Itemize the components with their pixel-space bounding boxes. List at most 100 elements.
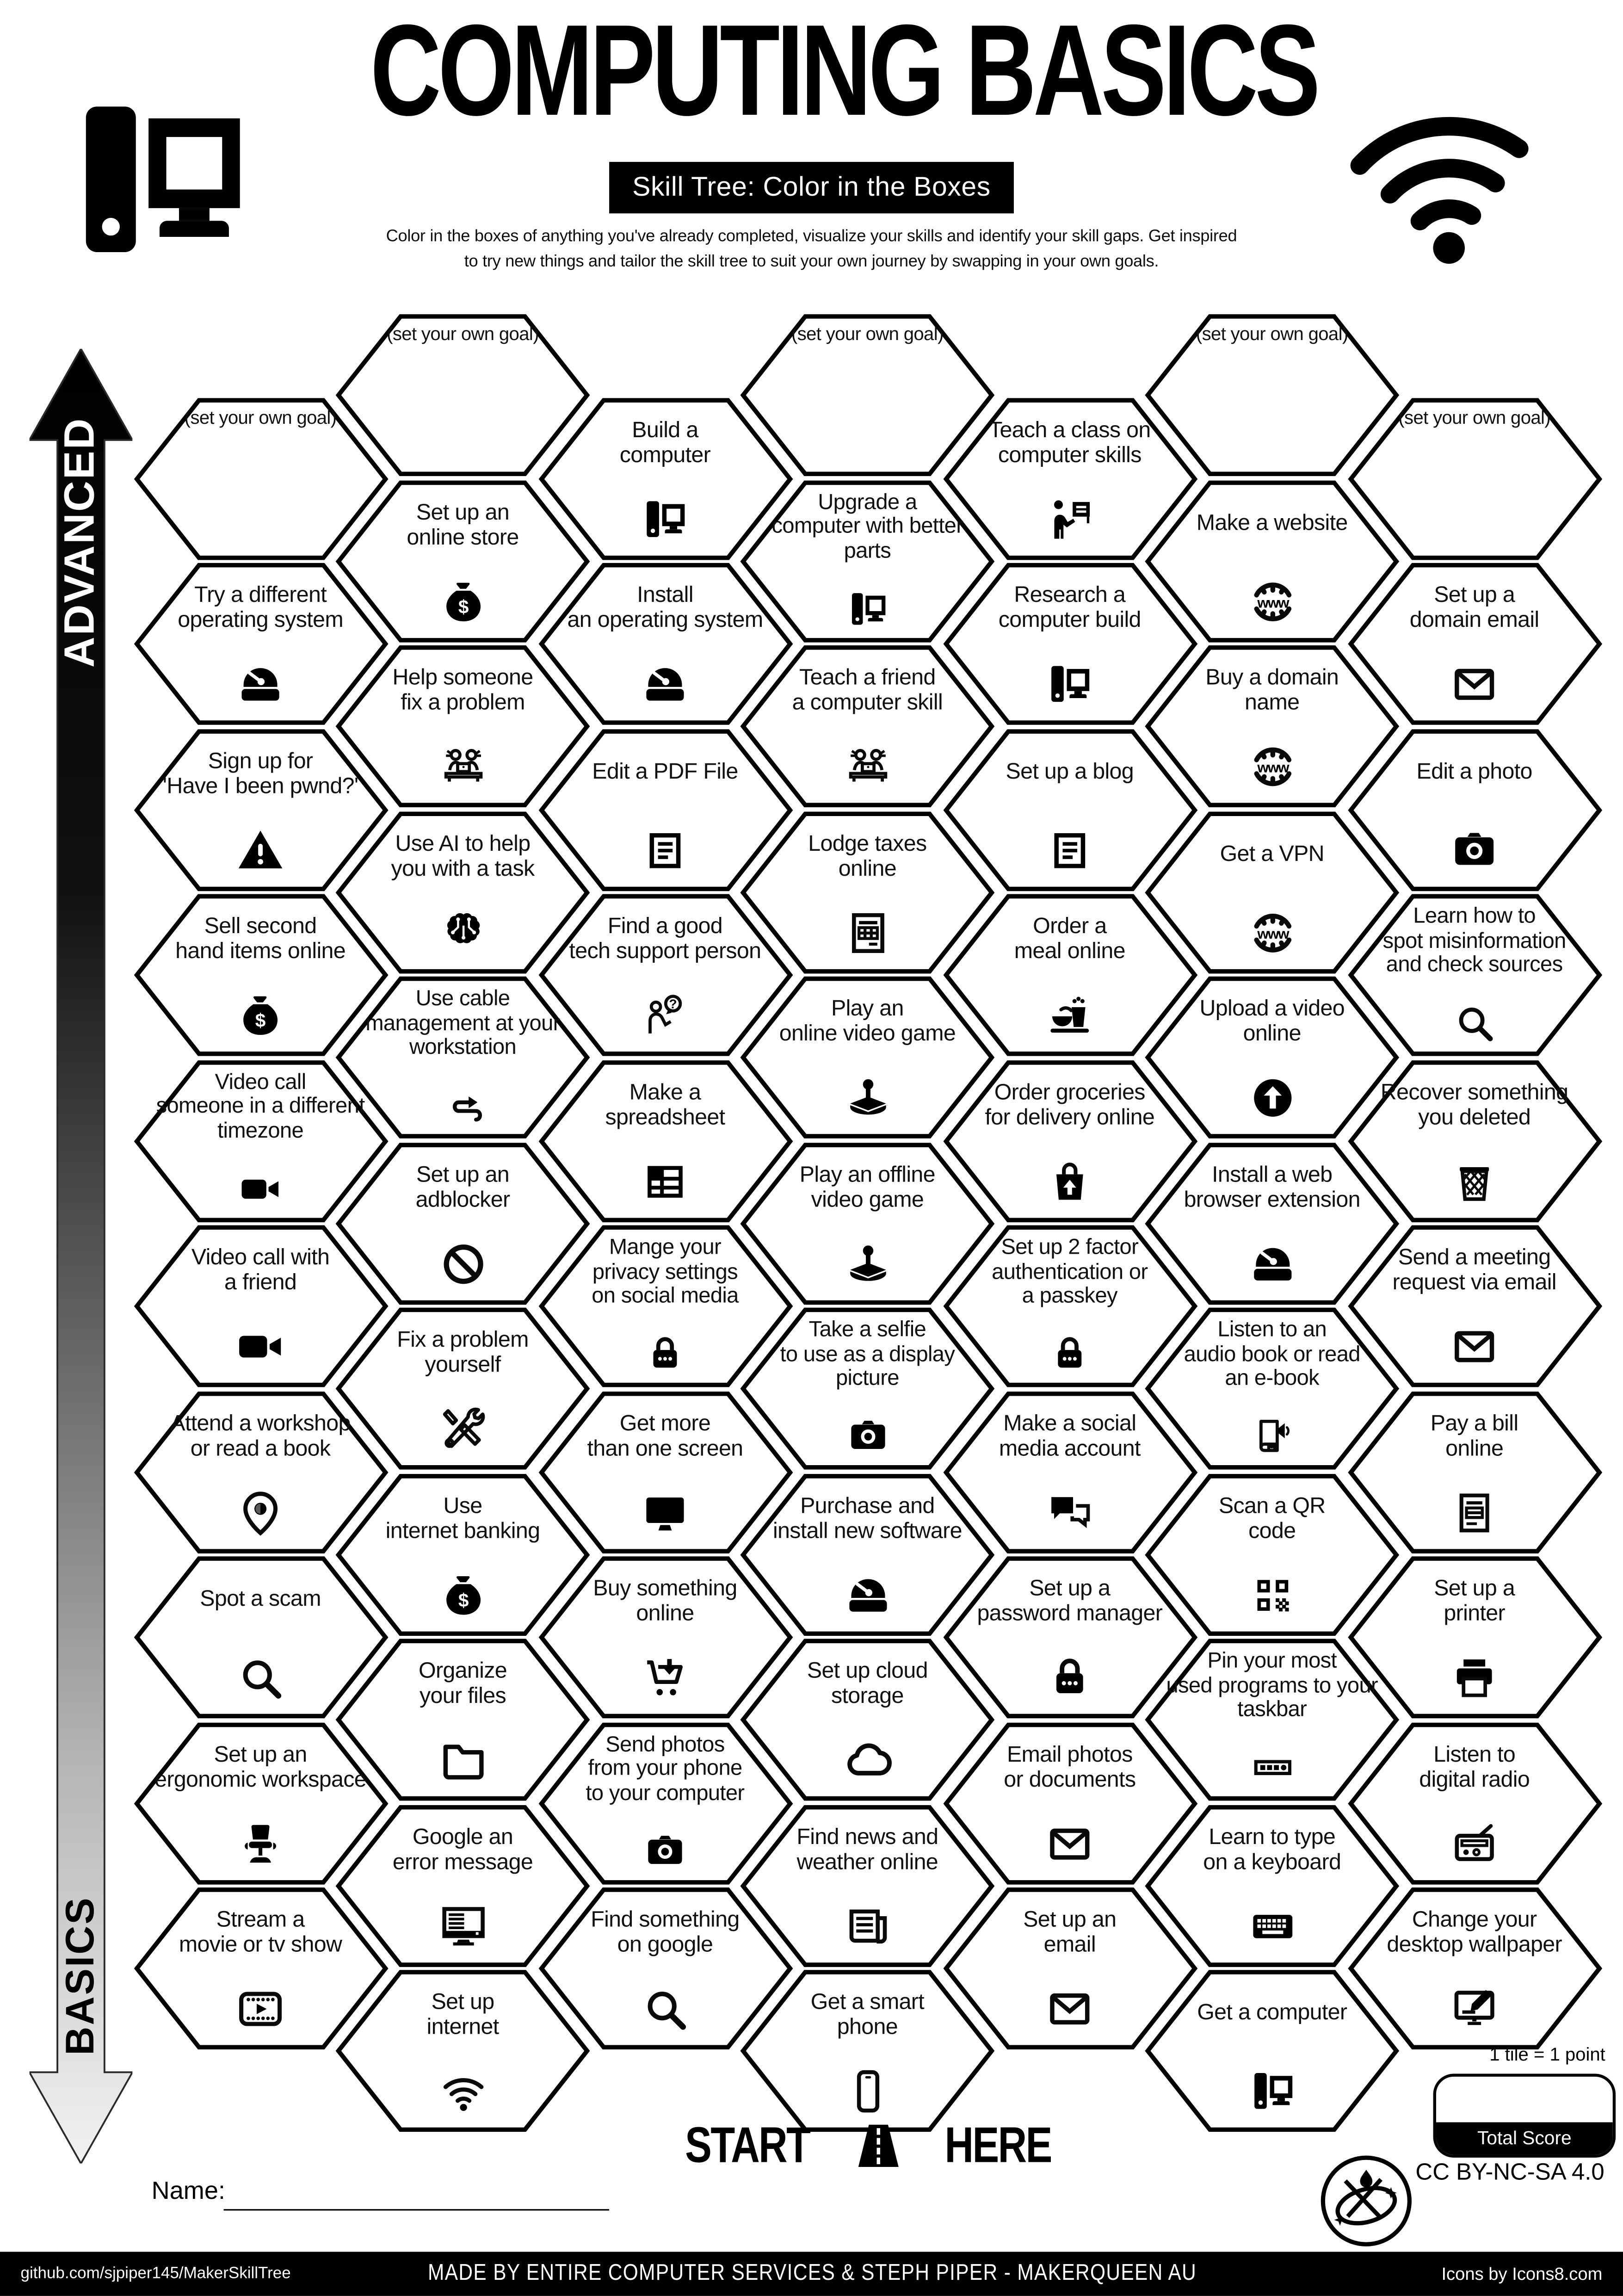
svg-text:www: www — [1256, 594, 1289, 610]
hex-tile-recover-something-you-deleted[interactable]: Recover something you deleted — [1347, 1059, 1602, 1222]
hex-tile-spot-a-scam[interactable]: Spot a scam — [133, 1556, 388, 1719]
hex-tile-upgrade-a-computer-with-better-parts[interactable]: Upgrade a computer with better parts — [740, 480, 995, 642]
hex-tile-teach-a-class-on-computer-skills[interactable]: Teach a class on computer skills — [942, 397, 1197, 559]
hex-tile-get-more-than-one-screen[interactable]: Get more than one screen — [538, 1391, 792, 1553]
hex-tile-use-cable-management-at-your-workstation[interactable]: Use cable management at your workstation — [335, 976, 590, 1139]
hex-tile-attend-a-workshop-or-read-a-book[interactable]: Attend a workshop or read a book — [133, 1391, 388, 1553]
hex-tile-install-a-web-browser-extension[interactable]: Install a web browser extension — [1145, 1142, 1400, 1304]
film-play-icon — [235, 1984, 285, 2034]
hex-tile-get-a-computer[interactable]: Get a computer — [1145, 1970, 1400, 2132]
total-score-box[interactable]: Total Score — [1433, 2073, 1616, 2158]
hex-tile-make-a-spreadsheet[interactable]: Make a spreadsheet — [538, 1059, 792, 1222]
name-input-line[interactable] — [223, 2209, 610, 2211]
hex-tile-label: Attend a workshop or read a book — [170, 1411, 351, 1461]
hex-tile-get-a-smart-phone[interactable]: Get a smart phone — [740, 1970, 995, 2132]
hex-tile-label: Change your desktop wallpaper — [1387, 1907, 1562, 1958]
hex-tile-set-your-own-goal[interactable]: (set your own goal) — [740, 314, 995, 477]
hex-tile-sell-second-hand-items-online[interactable]: Sell second hand items online $ — [133, 894, 388, 1056]
hex-tile-set-up-a-blog[interactable]: Set up a blog — [942, 728, 1197, 891]
grocery-bag-icon — [1045, 1156, 1095, 1206]
hex-tile-listen-to-an-audio-book-or-read-an-e-book[interactable]: Listen to an audio book or read an e-boo… — [1145, 1307, 1400, 1470]
hex-tile-label: Find a good tech support person — [569, 914, 761, 965]
hex-tile-install-an-operating-system[interactable]: Install an operating system — [538, 563, 792, 725]
envelope-icon — [1045, 1984, 1095, 2034]
hex-tile-set-up-2-factor-authentication-or-a-passke[interactable]: Set up 2 factor authentication or a pass… — [942, 1225, 1197, 1387]
hex-tile-set-up-an-email[interactable]: Set up an email — [942, 1888, 1197, 2049]
hex-tile-send-photos-from-your-phone-to-your-comput[interactable]: Send photos from your phone to your comp… — [538, 1722, 792, 1884]
hex-tile-buy-a-domain-name[interactable]: Buy a domain name www — [1145, 645, 1400, 807]
hex-tile-label: Buy a domain name — [1205, 665, 1339, 716]
hex-tile-buy-something-online[interactable]: Buy something online — [538, 1556, 792, 1719]
hex-tile-send-a-meeting-request-via-email[interactable]: Send a meeting request via email — [1347, 1225, 1602, 1387]
hex-tile-pin-your-most-used-programs-to-your-taskba[interactable]: Pin your most used programs to your task… — [1145, 1639, 1400, 1801]
footer-icons-credit[interactable]: Icons by Icons8.com — [1441, 2263, 1603, 2284]
hex-tile-change-your-desktop-wallpaper[interactable]: Change your desktop wallpaper — [1347, 1888, 1602, 2049]
hex-tile-set-up-an-ergonomic-workspace[interactable]: Set up an ergonomic workspace — [133, 1722, 388, 1884]
hexagon-outline — [133, 397, 388, 559]
hex-tile-use-ai-to-help-you-with-a-task[interactable]: Use AI to help you with a task — [335, 811, 590, 973]
hexagon-outline — [1145, 1473, 1400, 1635]
hex-tile-take-a-selfie-to-use-as-a-display-picture[interactable]: Take a selfie to use as a display pictur… — [740, 1307, 995, 1470]
hex-tile-set-up-a-domain-email[interactable]: Set up a domain email — [1347, 563, 1602, 725]
hex-tile-try-a-different-operating-system[interactable]: Try a different operating system — [133, 563, 388, 725]
desktop-computer-icon — [1045, 659, 1095, 709]
hexagon-outline — [133, 728, 388, 891]
hex-tile-find-news-and-weather-online[interactable]: Find news and weather online — [740, 1804, 995, 1967]
hex-tile-find-a-good-tech-support-person[interactable]: Find a good tech support person? — [538, 894, 792, 1056]
hex-tile-label: Build a computer — [619, 417, 711, 468]
hex-tile-teach-a-friend-a-computer-skill[interactable]: Teach a friend a computer skill — [740, 645, 995, 807]
hex-tile-edit-a-pdf-file[interactable]: Edit a PDF File — [538, 728, 792, 891]
hex-tile-set-up-a-printer[interactable]: Set up a printer — [1347, 1556, 1602, 1719]
hex-tile-build-a-computer[interactable]: Build a computer — [538, 397, 792, 559]
hex-tile-order-a-meal-online[interactable]: Order a meal online — [942, 894, 1197, 1056]
hex-tile-scan-a-qr-code[interactable]: Scan a QR code — [1145, 1473, 1400, 1635]
hex-tile-set-your-own-goal[interactable]: (set your own goal) — [1145, 314, 1400, 477]
hex-tile-upload-a-video-online[interactable]: Upload a video online — [1145, 976, 1400, 1139]
hex-tile-make-a-website[interactable]: Make a website www — [1145, 480, 1400, 642]
hex-tile-set-up-internet[interactable]: Set up internet — [335, 1970, 590, 2132]
hex-tile-stream-a-movie-or-tv-show[interactable]: Stream a movie or tv show — [133, 1888, 388, 2049]
hex-tile-find-something-on-google[interactable]: Find something on google — [538, 1888, 792, 2049]
www-globe-icon: www — [1247, 907, 1297, 957]
hex-tile-organize-your-files[interactable]: Organize your files — [335, 1639, 590, 1801]
hex-tile-purchase-and-install-new-software[interactable]: Purchase and install new software — [740, 1473, 995, 1635]
hex-tile-set-up-an-adblocker[interactable]: Set up an adblocker — [335, 1142, 590, 1304]
hex-tile-video-call-with-a-friend[interactable]: Video call with a friend — [133, 1225, 388, 1387]
hex-tile-use-internet-banking[interactable]: Use internet banking $ — [335, 1473, 590, 1635]
axis-basics-label: BASICS — [58, 1895, 103, 2055]
hex-tile-help-someone-fix-a-problem[interactable]: Help someone fix a problem — [335, 645, 590, 807]
hex-tile-label: Set up an email — [1023, 1907, 1117, 1958]
money-bag-icon: $ — [235, 990, 285, 1040]
hex-tile-get-a-vpn[interactable]: Get a VPN www — [1145, 811, 1400, 973]
hex-tile-video-call-someone-in-a-different-timezone[interactable]: Video call someone in a different timezo… — [133, 1059, 388, 1222]
hex-tile-email-photos-or-documents[interactable]: Email photos or documents — [942, 1722, 1197, 1884]
hexagon-outline — [1145, 480, 1400, 642]
difficulty-axis-arrow — [29, 348, 133, 2164]
hex-tile-label: Listen to an audio book or read an e-boo… — [1184, 1318, 1361, 1392]
hex-tile-order-groceries-for-delivery-online[interactable]: Order groceries for delivery online — [942, 1059, 1197, 1222]
hex-tile-mange-your-privacy-settings-on-social-medi[interactable]: Mange your privacy settings on social me… — [538, 1225, 792, 1387]
footer-repo-link[interactable]: github.com/sjpiper145/MakerSkillTree — [20, 2265, 291, 2283]
hex-tile-lodge-taxes-online[interactable]: Lodge taxes online — [740, 811, 995, 973]
hex-tile-fix-a-problem-yourself[interactable]: Fix a problem yourself — [335, 1307, 590, 1470]
hex-tile-set-up-cloud-storage[interactable]: Set up cloud storage — [740, 1639, 995, 1801]
hex-tile-play-an-online-video-game[interactable]: Play an online video game — [740, 976, 995, 1139]
hex-tile-set-your-own-goal[interactable]: (set your own goal) — [335, 314, 590, 477]
hex-tile-listen-to-digital-radio[interactable]: Listen to digital radio — [1347, 1722, 1602, 1884]
trash-basket-icon — [1450, 1156, 1500, 1206]
hex-tile-sign-up-for-have-i-been-pwnd[interactable]: Sign up for 'Have I been pwnd?' — [133, 728, 388, 891]
hex-tile-set-up-a-password-manager[interactable]: Set up a password manager — [942, 1556, 1197, 1719]
hexagon-outline — [538, 894, 792, 1056]
hex-tile-set-your-own-goal[interactable]: (set your own goal) — [1347, 397, 1602, 559]
hex-tile-research-a-computer-build[interactable]: Research a computer build — [942, 563, 1197, 725]
hex-tile-learn-to-type-on-a-keyboard[interactable]: Learn to type on a keyboard — [1145, 1804, 1400, 1967]
hex-tile-pay-a-bill-online[interactable]: Pay a bill online — [1347, 1391, 1602, 1553]
hex-tile-edit-a-photo[interactable]: Edit a photo — [1347, 728, 1602, 891]
hex-tile-set-up-an-online-store[interactable]: Set up an online store $ — [335, 480, 590, 642]
hex-tile-make-a-social-media-account[interactable]: Make a social media account — [942, 1391, 1197, 1553]
hex-tile-play-an-offline-video-game[interactable]: Play an offline video game — [740, 1142, 995, 1304]
hexagon-outline — [1347, 894, 1602, 1056]
hex-tile-google-an-error-message[interactable]: Google an error message — [335, 1804, 590, 1967]
hex-tile-set-your-own-goal[interactable]: (set your own goal) — [133, 397, 388, 559]
hex-tile-learn-how-to-spot-misinformation-and-check[interactable]: Learn how to spot misinformation and che… — [1347, 894, 1602, 1056]
